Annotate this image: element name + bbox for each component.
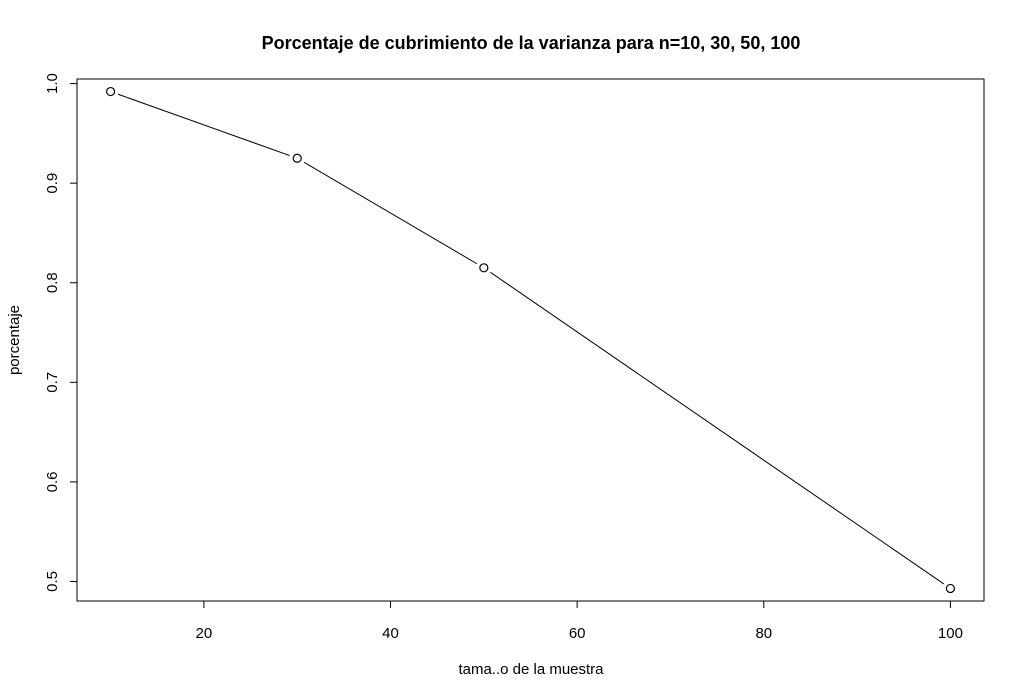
chart-title: Porcentaje de cubrimiento de la varianza…	[262, 33, 801, 53]
x-tick-label: 40	[382, 625, 399, 642]
data-point	[479, 263, 489, 273]
y-tick-label: 0.5	[44, 571, 61, 592]
series-line-segment	[490, 271, 945, 585]
series-line-segment	[117, 93, 290, 157]
x-tick-label: 20	[196, 625, 213, 642]
data-point	[945, 583, 956, 594]
y-tick-label: 0.8	[44, 272, 61, 293]
plot-frame	[76, 78, 985, 602]
y-tick-label: 0.9	[44, 173, 61, 194]
series-line-segment	[303, 161, 478, 265]
y-axis-label: porcentaje	[6, 305, 23, 375]
data-point	[292, 153, 302, 163]
x-tick-label: 100	[938, 625, 963, 642]
y-tick-label: 0.6	[44, 471, 61, 492]
y-tick-label: 0.7	[44, 372, 61, 393]
x-axis: 20 40 60 80 100	[196, 600, 963, 642]
x-tick-label: 60	[569, 625, 586, 642]
x-axis-label: tama..o de la muestra	[458, 661, 604, 678]
series-layer	[105, 86, 956, 594]
y-axis: 0.5 0.6 0.7 0.8 0.9 1.0	[44, 73, 78, 592]
y-tick-label: 1.0	[44, 73, 61, 94]
data-point	[105, 86, 116, 97]
x-tick-label: 80	[755, 625, 772, 642]
